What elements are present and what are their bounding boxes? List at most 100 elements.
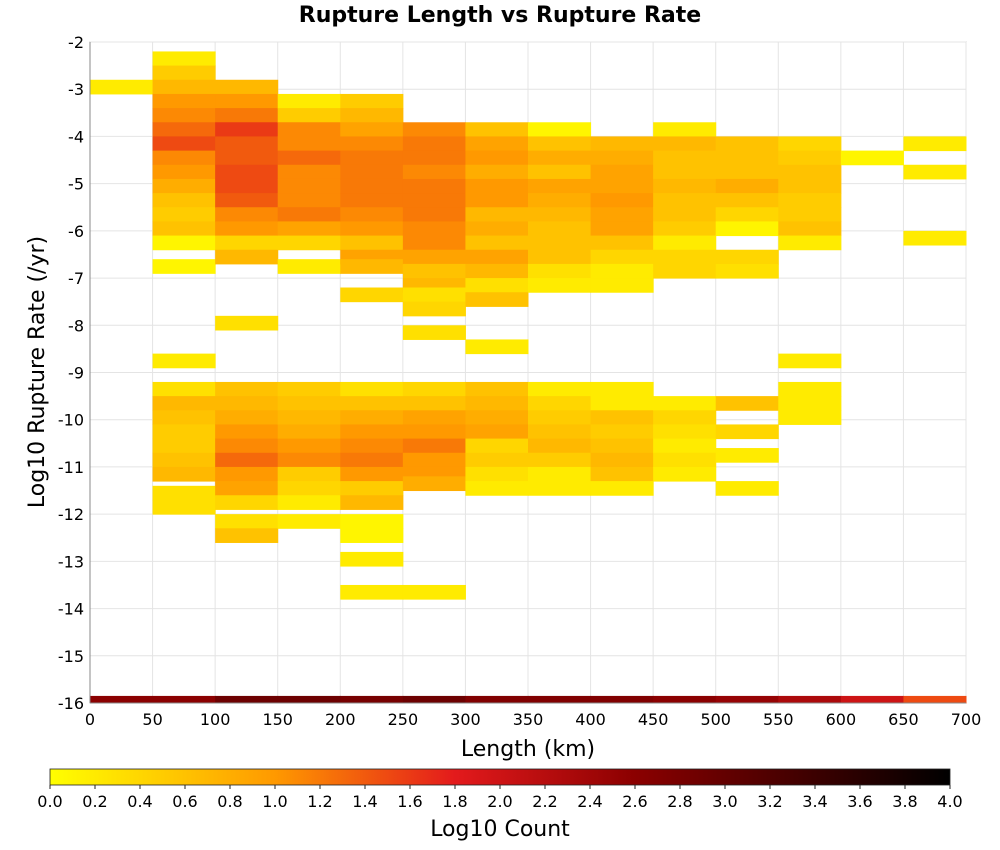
heatmap-cell	[277, 207, 341, 222]
heatmap-cell	[465, 695, 529, 704]
heatmap-cell	[215, 122, 279, 137]
heatmap-cell	[402, 136, 466, 152]
x-tick-label: 100	[200, 710, 231, 729]
heatmap-cell	[778, 396, 842, 411]
heatmap-cell	[340, 424, 404, 440]
heatmap-cell	[465, 164, 529, 180]
heatmap-cell	[465, 438, 529, 454]
y-tick-label: -2	[68, 33, 84, 52]
heatmap-cell	[402, 164, 466, 180]
heatmap-cell	[277, 221, 341, 237]
heatmap-cell	[277, 452, 341, 468]
heatmap-cell	[465, 249, 529, 265]
heatmap-cell	[590, 410, 654, 425]
heatmap-cell	[152, 108, 216, 123]
heatmap-cell	[465, 466, 529, 482]
heatmap-cell	[152, 424, 216, 440]
heatmap-cell	[590, 438, 654, 454]
heatmap-cell	[340, 136, 404, 152]
heatmap-cell	[778, 178, 842, 194]
heatmap-cell	[590, 278, 654, 293]
heatmap-cell	[528, 466, 592, 482]
heatmap-cell	[402, 584, 466, 600]
y-tick-label: -16	[58, 694, 84, 713]
heatmap-cell	[715, 193, 779, 208]
heatmap-cell	[340, 150, 404, 166]
x-tick-label: 50	[142, 710, 162, 729]
heatmap-cell	[215, 79, 279, 95]
colorbar-tick-label: 0.2	[82, 792, 107, 811]
heatmap-cell	[152, 452, 216, 468]
heatmap-cell	[528, 481, 592, 496]
heatmap-cell	[590, 396, 654, 411]
heatmap-cell	[653, 466, 717, 482]
x-tick-label: 600	[826, 710, 857, 729]
heatmap-cell	[465, 278, 529, 293]
heatmap-cell	[340, 381, 404, 397]
heatmap-cell	[402, 221, 466, 237]
heatmap-cell	[402, 396, 466, 411]
heatmap-cell	[340, 259, 404, 274]
heatmap-cell	[277, 438, 341, 454]
heatmap-cell	[215, 514, 279, 529]
heatmap-cell	[778, 410, 842, 425]
heatmap-cell	[215, 381, 279, 397]
heatmap-cell	[152, 381, 216, 397]
heatmap-cell	[215, 695, 279, 704]
colorbar-tick-label: 4.0	[937, 792, 962, 811]
heatmap-cell	[215, 424, 279, 440]
heatmap-cell	[590, 452, 654, 468]
heatmap-cell	[778, 221, 842, 237]
heatmap-cell	[215, 315, 279, 331]
heatmap-cell	[465, 481, 529, 496]
heatmap-cell	[715, 263, 779, 279]
heatmap-cell	[215, 396, 279, 411]
heatmap-cell	[528, 278, 592, 293]
heatmap-cell	[152, 136, 216, 152]
heatmap-cell	[277, 108, 341, 123]
heatmap-cell	[715, 448, 779, 463]
heatmap-cell	[653, 207, 717, 222]
heatmap-cell	[402, 452, 466, 468]
heatmap-cell	[715, 136, 779, 152]
heatmap-cell	[340, 396, 404, 411]
heatmap-cell	[715, 164, 779, 180]
heatmap-cell	[402, 207, 466, 222]
heatmap-cell	[528, 122, 592, 137]
heatmap-cell	[215, 221, 279, 237]
heatmap-cell	[340, 438, 404, 454]
heatmap-cell	[402, 695, 466, 704]
x-tick-label: 400	[575, 710, 606, 729]
heatmap-cell	[528, 249, 592, 265]
heatmap-cell	[465, 263, 529, 279]
heatmap-cell	[402, 301, 466, 317]
x-axis-label: Length (km)	[461, 737, 595, 762]
heatmap-cell	[152, 207, 216, 222]
heatmap-cell	[465, 178, 529, 194]
heatmap-cell	[215, 495, 279, 510]
heatmap-cell	[465, 235, 529, 251]
heatmap-cell	[152, 485, 216, 501]
heatmap-cell	[277, 164, 341, 180]
heatmap-cell	[465, 122, 529, 137]
colorbar-gradient	[49, 768, 951, 786]
heatmap-cell	[465, 410, 529, 425]
heatmap-cell	[215, 108, 279, 123]
y-tick-label: -5	[68, 175, 84, 194]
x-tick-label: 150	[262, 710, 293, 729]
x-tick-label: 650	[888, 710, 919, 729]
heatmap-cell	[340, 410, 404, 425]
y-tick-label: -4	[68, 127, 84, 146]
colorbar-tick-label: 1.8	[442, 792, 467, 811]
heatmap-cell	[340, 695, 404, 704]
heatmap-cell	[152, 51, 216, 67]
heatmap-cell	[590, 695, 654, 704]
heatmap-cell	[528, 410, 592, 425]
heatmap-cell	[215, 481, 279, 496]
heatmap-cell	[653, 396, 717, 411]
heatmap-cell	[340, 551, 404, 567]
heatmap-cell	[152, 259, 216, 274]
colorbar-tick-label: 2.8	[667, 792, 692, 811]
heatmap-cell	[653, 136, 717, 152]
heatmap-cell	[528, 235, 592, 251]
